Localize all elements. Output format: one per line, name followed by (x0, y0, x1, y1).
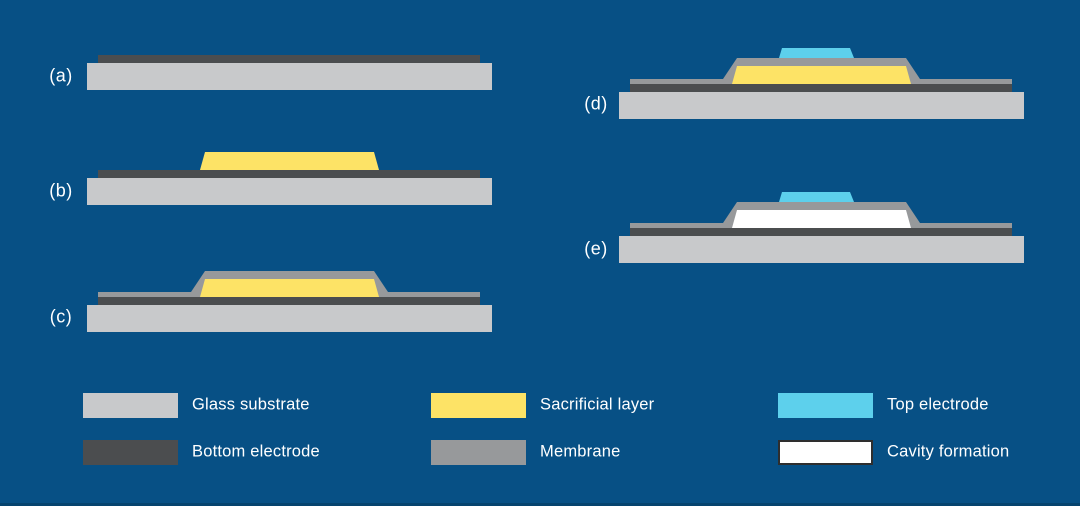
bottom-electrode-layer (630, 84, 1012, 92)
legend-label-cavity: Cavity formation (887, 442, 1010, 461)
legend-label-top-electrode: Top electrode (887, 395, 989, 414)
process-step-b-drawing (87, 152, 492, 205)
top-electrode-layer (779, 192, 854, 202)
process-step-a-drawing (87, 55, 492, 90)
cavity-layer (732, 210, 911, 228)
legend-swatch-membrane (431, 440, 526, 465)
legend-label-glass-substrate: Glass substrate (192, 395, 310, 414)
process-step-a (87, 18, 492, 90)
sacrificial-layer-layer (200, 279, 379, 297)
glass-substrate-layer (619, 92, 1024, 119)
legend-swatch-cavity (778, 440, 873, 465)
sacrificial-layer-layer (732, 66, 911, 84)
legend-label-bottom-electrode: Bottom electrode (192, 442, 320, 461)
step-label-b: (b) (49, 180, 73, 201)
glass-substrate-layer (619, 236, 1024, 263)
process-step-c-drawing (87, 271, 492, 332)
top-electrode-layer (779, 48, 854, 58)
bottom-electrode-layer (630, 228, 1012, 236)
legend-swatch-glass-substrate (83, 393, 178, 418)
legend-label-sacrificial-layer: Sacrificial layer (540, 395, 655, 414)
bottom-edge-line (0, 503, 1080, 506)
sacrificial-layer-layer (200, 152, 379, 170)
process-step-b (87, 133, 492, 205)
legend-swatch-sacrificial-layer (431, 393, 526, 418)
bottom-electrode-layer (98, 170, 480, 178)
process-step-d-drawing (619, 48, 1024, 119)
bottom-electrode-layer (98, 55, 480, 63)
process-step-d (619, 47, 1024, 119)
step-label-e: (e) (584, 238, 608, 259)
legend-swatch-bottom-electrode (83, 440, 178, 465)
legend-swatch-top-electrode (778, 393, 873, 418)
glass-substrate-layer (87, 305, 492, 332)
process-step-e-drawing (619, 192, 1024, 263)
process-step-e (619, 191, 1024, 263)
process-step-c (87, 260, 492, 332)
bottom-electrode-layer (98, 297, 480, 305)
glass-substrate-layer (87, 63, 492, 90)
step-label-c: (c) (49, 306, 73, 327)
step-label-a: (a) (49, 65, 73, 86)
glass-substrate-layer (87, 178, 492, 205)
legend-label-membrane: Membrane (540, 442, 621, 461)
step-label-d: (d) (584, 93, 608, 114)
